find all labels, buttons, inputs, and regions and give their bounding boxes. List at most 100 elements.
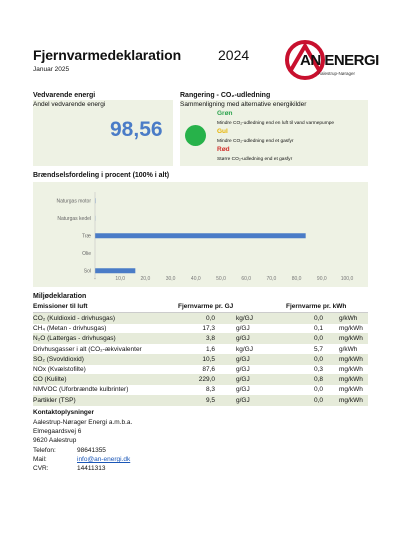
table-row: Partikler (TSP) 9,5 g/GJ 0,0 mg/kWh — [33, 394, 368, 406]
table-row: Drivhusgasser i alt (CO₂-ækvivalenter 1,6… — [33, 344, 368, 355]
x-tick-label: 80,0 — [292, 276, 302, 282]
table-row: N₂O (Lattergas - drivhusgas) 3,8 g/GJ 0,0 mg… — [33, 333, 368, 345]
emission-value-gj: 3,8 — [205, 335, 215, 343]
emissions-col-kwh: Fjernvarme pr. kWh — [286, 303, 347, 310]
emission-unit-kwh: mg/kWh — [339, 386, 363, 394]
emission-name: NOx (Kvælstofilte) — [33, 366, 86, 373]
x-tick-label: 40,0 — [191, 276, 201, 282]
emissions-col-label: Emissioner til luft — [33, 303, 88, 310]
emission-value-kwh: 0,8 — [313, 376, 323, 384]
category-label: Sol — [84, 269, 91, 275]
category-label: Træ — [82, 234, 92, 240]
emission-value-kwh: 0,0 — [313, 396, 323, 404]
x-tick-label: 30,0 — [166, 276, 176, 282]
emission-value-kwh: 0,1 — [313, 325, 323, 333]
emission-unit-kwh: mg/kWh — [339, 355, 363, 363]
table-row: CO (Kulilte) 229,0 g/GJ 0,8 mg/kWh — [33, 374, 368, 386]
contact-mail-link[interactable]: info@an-energi.dk — [77, 456, 131, 463]
x-tick-label: 20,0 — [141, 276, 151, 282]
emission-unit-gj: g/GJ — [236, 335, 250, 343]
page-title: Fjernvarmedeklaration — [33, 47, 182, 63]
category-label: Naturgas kedel — [57, 216, 91, 222]
emissions-col-gj: Fjernvarme pr. GJ — [178, 303, 234, 310]
emission-value-gj: 9,5 — [205, 396, 215, 404]
rating-yellow-label: Gul — [217, 128, 228, 135]
x-tick-label: 70,0 — [267, 276, 277, 282]
rating-indicator-dot — [185, 125, 206, 146]
x-tick-label: 90,0 — [317, 276, 327, 282]
emission-value-gj: 10,5 — [202, 355, 215, 363]
table-divider — [33, 312, 368, 313]
contact-heading: Kontaktoplysninger — [33, 409, 95, 416]
x-tick-label: 10,0 — [115, 276, 125, 282]
emission-unit-gj: g/GJ — [236, 396, 250, 404]
declaration-year: 2024 — [218, 47, 250, 63]
emission-unit-gj: g/GJ — [236, 355, 250, 363]
emission-value-gj: 1,6 — [205, 345, 215, 353]
emission-unit-gj: g/GJ — [236, 376, 250, 384]
bar-naturgas-motor — [95, 198, 96, 204]
rating-yellow-desc: Mindre CO₂-udledning end et gasfyr — [217, 139, 294, 144]
rating-red-label: Rød — [217, 146, 230, 153]
table-row: NOx (Kvælstofilte) 87,6 g/GJ 0,3 mg/kWh — [33, 364, 368, 375]
emission-value-kwh: 0,0 — [313, 355, 323, 363]
emission-unit-gj: kg/GJ — [236, 315, 253, 322]
chart-title: Brændselsfordeling i procent (100% i alt… — [33, 172, 170, 179]
emission-value-gj: 229,0 — [198, 376, 215, 384]
contact-mail-label: Mail: — [33, 456, 47, 463]
emission-name: Drivhusgasser i alt (CO₂-ækvivalenter — [33, 345, 142, 353]
table-row: SO₂ (Svovldioxid) 10,5 g/GJ 0,0 mg/kWh — [33, 353, 368, 365]
emission-value-kwh: 0,0 — [313, 335, 323, 343]
emissions-heading: Miljødeklaration — [33, 293, 87, 300]
emission-name: CO (Kulilte) — [33, 376, 67, 384]
logo-subtext: Aalestrup-Nørager — [318, 71, 356, 76]
x-tick-label: 50,0 — [216, 276, 226, 282]
company-logo — [285, 40, 325, 80]
emission-unit-kwh: mg/kWh — [339, 396, 363, 404]
contact-city: 9620 Aalestrup — [33, 437, 77, 444]
emission-name: CO₂ (Kuldioxid - drivhusgas) — [33, 315, 115, 322]
contact-street: Elmegaardsvej 6 — [33, 428, 82, 435]
issue-date: Januar 2025 — [33, 66, 70, 73]
rating-green-desc: Mindre CO₂-udledning end en luft til van… — [217, 121, 335, 126]
renewable-label: Andel vedvarende energi — [33, 101, 106, 108]
rating-red-desc: Større CO₂-udledning end et gasfyr — [217, 157, 293, 162]
category-label: Olie — [82, 251, 91, 257]
emission-unit-gj: g/GJ — [236, 366, 250, 373]
table-row: CO₂ (Kuldioxid - drivhusgas) 0,0 kg/GJ 0,0 g… — [33, 313, 368, 324]
bar-sol — [95, 268, 136, 274]
rating-panel — [180, 100, 368, 166]
contact-cvr: 14411313 — [77, 465, 106, 472]
x-tick-label: - — [94, 276, 96, 282]
emission-value-kwh: 0,0 — [313, 315, 323, 322]
emission-value-kwh: 0,0 — [313, 386, 323, 394]
emission-name: CH₄ (Metan - drivhusgas) — [33, 325, 107, 333]
category-label: Naturgas motor — [57, 199, 92, 205]
emission-value-kwh: 0,3 — [313, 366, 323, 373]
emission-unit-kwh: mg/kWh — [339, 376, 363, 384]
table-row: NMVOC (Uforbrændte kulbrinter) 8,3 g/GJ 0,0… — [33, 384, 368, 395]
emission-value-gj: 87,6 — [202, 366, 215, 373]
rating-heading: Rangering - CO₂-udledning — [180, 92, 271, 99]
emission-unit-kwh: g/kWh — [339, 315, 358, 322]
fuel-distribution-chart: Naturgas motor Naturgas kedel Træ Olie Sol- 1… — [57, 192, 354, 282]
emission-value-gj: 8,3 — [205, 386, 215, 394]
emission-name: N₂O (Lattergas - drivhusgas) — [33, 335, 116, 343]
contact-phone: 98641355 — [77, 447, 106, 454]
contact-phone-label: Telefon: — [33, 447, 56, 454]
emission-unit-kwh: g/kWh — [339, 345, 358, 353]
emission-unit-kwh: mg/kWh — [339, 325, 363, 333]
emission-unit-gj: g/GJ — [236, 325, 250, 333]
logo-text: AN ENERGI — [300, 52, 379, 69]
table-row: CH₄ (Metan - drivhusgas) 17,3 g/GJ 0,1 mg/kW… — [33, 323, 368, 334]
emission-value-kwh: 5,7 — [313, 345, 323, 353]
emission-name: SO₂ (Svovldioxid) — [33, 355, 84, 363]
x-tick-label: 100,0 — [341, 276, 354, 282]
bar-træ — [95, 233, 306, 239]
rating-green-label: Grøn — [217, 110, 233, 117]
x-tick-label: 60,0 — [241, 276, 251, 282]
renewable-panel — [33, 100, 173, 166]
renewable-share-value: 98,56 — [110, 118, 163, 141]
rating-subheading: Sammenligning med alternative energikild… — [180, 101, 307, 108]
emission-unit-kwh: mg/kWh — [339, 366, 363, 373]
